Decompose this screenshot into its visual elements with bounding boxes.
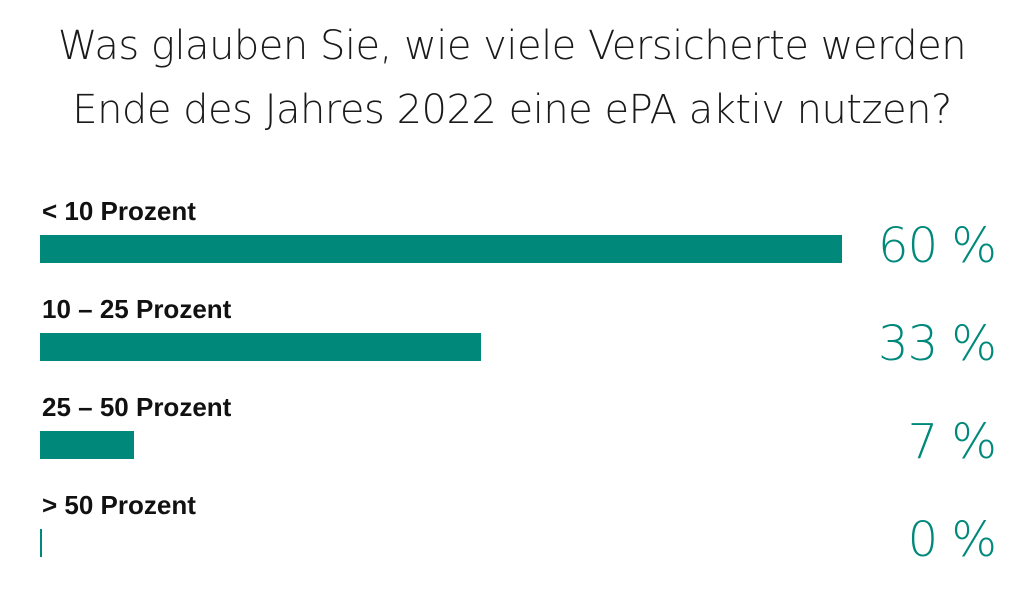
bar-track (40, 431, 842, 459)
category-label: > 50 Prozent (42, 490, 196, 520)
bar-track (40, 529, 842, 557)
bar-track (40, 333, 842, 361)
value-label: 60 % (878, 218, 997, 274)
bar-track (40, 235, 842, 263)
bar-row-gt-50: > 50 Prozent 0 % (40, 490, 1000, 580)
bar (40, 431, 134, 459)
chart-title: Was glauben Sie, wie viele Versicherte w… (0, 14, 1024, 142)
value-label: 33 % (878, 316, 997, 372)
bar-row-10-25: 10 – 25 Prozent 33 % (40, 294, 1000, 384)
bar (40, 333, 481, 361)
value-label: 7 % (907, 414, 997, 470)
bar-row-25-50: 25 – 50 Prozent 7 % (40, 392, 1000, 482)
category-label: 10 – 25 Prozent (42, 294, 232, 324)
category-label: 25 – 50 Prozent (42, 392, 232, 422)
value-label: 0 % (907, 512, 997, 568)
bar (40, 529, 42, 557)
chart-title-line-1: Was glauben Sie, wie viele Versicherte w… (57, 23, 967, 69)
category-label: < 10 Prozent (42, 196, 196, 226)
chart-title-line-2: Ende des Jahres 2022 eine ePA aktiv nutz… (72, 87, 952, 133)
bar (40, 235, 842, 263)
bar-row-lt-10: < 10 Prozent 60 % (40, 196, 1000, 286)
